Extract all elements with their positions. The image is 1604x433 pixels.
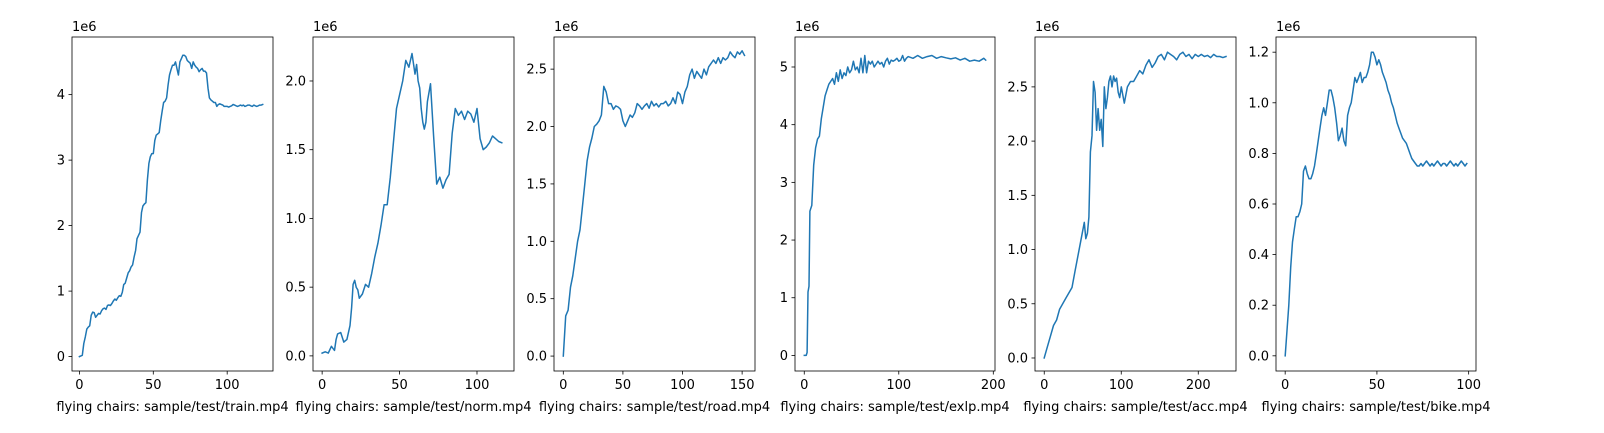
y-tick-label: 0.0 xyxy=(1007,351,1028,366)
x-tick-label: 100 xyxy=(465,378,490,393)
x-axis-label: flying chairs: sample/test/train.mp4 xyxy=(56,400,288,415)
x-tick-label: 100 xyxy=(886,378,911,393)
y-tick-label: 1.0 xyxy=(285,212,306,227)
x-tick-label: 0 xyxy=(800,378,808,393)
x-tick-label: 200 xyxy=(1186,378,1211,393)
x-tick-label: 150 xyxy=(730,378,755,393)
series-line-1 xyxy=(78,54,264,358)
offset-label: 1e6 xyxy=(313,20,338,35)
series-line-1 xyxy=(1284,51,1468,357)
offset-label: 1e6 xyxy=(1276,20,1301,35)
x-axis-label: flying chairs: sample/test/norm.mp4 xyxy=(296,400,532,415)
series-line-1 xyxy=(803,54,987,357)
y-tick-label: 1.5 xyxy=(285,143,306,158)
y-tick-label: 1.0 xyxy=(1248,96,1269,111)
x-tick-label: 200 xyxy=(981,378,1006,393)
y-tick-label: 0.0 xyxy=(285,349,306,364)
y-tick-label: 0.4 xyxy=(1248,248,1269,263)
y-tick-label: 2.0 xyxy=(526,120,547,135)
y-tick-label: 3 xyxy=(780,176,788,191)
x-tick-label: 50 xyxy=(145,378,162,393)
offset-label: 1e6 xyxy=(795,20,820,35)
y-tick-label: 1.2 xyxy=(1248,46,1269,61)
y-tick-label: 1.5 xyxy=(526,177,547,192)
x-axis-label: flying chairs: sample/test/exlp.mp4 xyxy=(780,400,1009,415)
y-tick-label: 0.8 xyxy=(1248,147,1269,162)
y-tick-label: 0.2 xyxy=(1248,299,1269,314)
x-tick-label: 100 xyxy=(215,378,240,393)
y-tick-label: 0.0 xyxy=(1248,349,1269,364)
y-tick-label: 2.5 xyxy=(1007,80,1028,95)
y-tick-label: 0 xyxy=(57,350,65,365)
subplot-1: 0 50 100 0 1 2 3 4 1e6 flying chairs: sample/test… xyxy=(56,20,288,415)
y-tick-label: 0.5 xyxy=(1007,297,1028,312)
x-tick-label: 0 xyxy=(75,378,83,393)
y-tick-label: 5 xyxy=(780,60,788,75)
axes-frame xyxy=(71,36,274,372)
x-tick-label: 0 xyxy=(1040,378,1048,393)
x-axis-label: flying chairs: sample/test/road.mp4 xyxy=(539,400,770,415)
axes-frame xyxy=(312,36,515,372)
subplot-5: 0 100 200 0.0 0.5 1.0 1.5 2.0 2.5 1e6 flying chair… xyxy=(1007,20,1247,415)
x-tick-label: 100 xyxy=(670,378,695,393)
offset-label: 1e6 xyxy=(1035,20,1060,35)
subplot-2: 0 50 100 0.0 0.5 1.0 1.5 2.0 1e6 flying chairs: s… xyxy=(285,20,531,415)
y-tick-label: 1.5 xyxy=(1007,189,1028,204)
y-tick-label: 2 xyxy=(780,234,788,249)
y-tick-label: 4 xyxy=(57,88,65,103)
y-tick-label: 3 xyxy=(57,154,65,169)
x-tick-label: 50 xyxy=(1369,378,1386,393)
y-tick-label: 0.0 xyxy=(526,350,547,365)
y-tick-label: 1 xyxy=(57,285,65,300)
y-tick-label: 2.5 xyxy=(526,63,547,78)
y-tick-label: 0.5 xyxy=(526,292,547,307)
y-tick-label: 1 xyxy=(780,291,788,306)
x-tick-label: 0 xyxy=(559,378,567,393)
subplot-3: 0 50 100 150 0.0 0.5 1.0 1.5 2.0 2.5 1e6 flying cha… xyxy=(526,20,770,415)
axes-frame xyxy=(1034,36,1237,372)
y-tick-label: 0.6 xyxy=(1248,198,1269,213)
axes-frame xyxy=(553,36,756,372)
y-tick-label: 0.5 xyxy=(285,281,306,296)
x-tick-label: 50 xyxy=(391,378,408,393)
x-tick-label: 0 xyxy=(1281,378,1289,393)
offset-label: 1e6 xyxy=(72,20,97,35)
x-tick-label: 0 xyxy=(318,378,326,393)
y-tick-label: 2 xyxy=(57,219,65,234)
series-line-1 xyxy=(562,50,746,357)
series-line-1 xyxy=(1043,51,1227,359)
subplot-6: 0 50 100 0.0 0.2 0.4 0.6 0.8 1.0 1.2 1e6 flying cha… xyxy=(1248,20,1490,415)
x-axis-label: flying chairs: sample/test/acc.mp4 xyxy=(1023,400,1247,415)
offset-label: 1e6 xyxy=(554,20,579,35)
x-tick-label: 50 xyxy=(615,378,632,393)
y-tick-label: 1.0 xyxy=(526,235,547,250)
x-tick-label: 100 xyxy=(1109,378,1134,393)
y-tick-label: 1.0 xyxy=(1007,243,1028,258)
series-line-1 xyxy=(321,52,503,355)
y-tick-label: 4 xyxy=(780,118,788,133)
y-tick-label: 2.0 xyxy=(1007,135,1028,150)
y-tick-label: 2.0 xyxy=(285,74,306,89)
y-tick-label: 0 xyxy=(780,349,788,364)
subplot-4: 0 100 200 0 1 2 3 4 5 1e6 flying chairs: sample/te… xyxy=(780,20,1010,415)
x-axis-label: flying chairs: sample/test/bike.mp4 xyxy=(1262,400,1491,415)
axes-frame xyxy=(794,36,996,372)
x-tick-label: 100 xyxy=(1456,378,1481,393)
